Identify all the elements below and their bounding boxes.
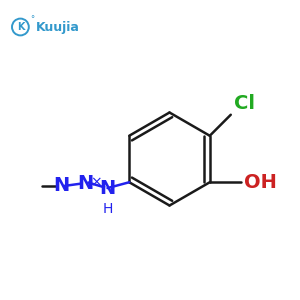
Text: Kuujia: Kuujia <box>35 20 79 34</box>
Text: N: N <box>77 174 93 193</box>
Text: °: ° <box>30 15 34 24</box>
Text: ×: × <box>90 175 102 189</box>
Text: OH: OH <box>244 173 277 192</box>
Text: N: N <box>99 178 116 198</box>
Text: K: K <box>17 22 24 32</box>
Text: H: H <box>102 202 113 216</box>
Text: N: N <box>53 176 70 195</box>
Text: Cl: Cl <box>234 94 255 113</box>
